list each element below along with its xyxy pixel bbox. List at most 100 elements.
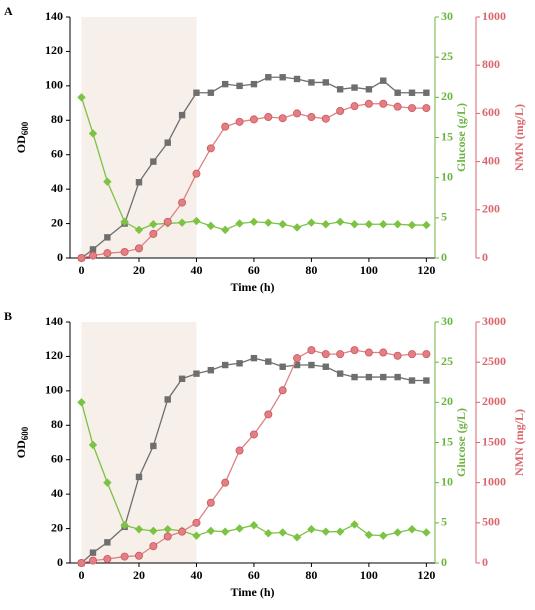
- marker: [423, 89, 430, 96]
- y-tick-label: 20: [51, 520, 63, 534]
- y3-tick-label: 200: [482, 202, 500, 216]
- marker: [322, 79, 329, 86]
- marker: [77, 253, 86, 262]
- marker: [88, 251, 97, 260]
- y-axis-label: OD600: [14, 426, 30, 458]
- marker: [221, 80, 229, 88]
- marker: [336, 350, 345, 359]
- marker: [164, 396, 171, 403]
- marker: [221, 361, 229, 369]
- marker: [393, 102, 402, 111]
- y3-tick-label: 1000: [482, 9, 506, 23]
- marker: [307, 113, 316, 122]
- marker: [192, 518, 201, 527]
- y3-tick-label: 600: [482, 105, 500, 119]
- marker: [380, 373, 387, 381]
- y-tick-label: 80: [51, 417, 63, 431]
- marker: [264, 529, 273, 538]
- marker: [321, 527, 330, 536]
- marker: [393, 528, 402, 537]
- marker: [88, 556, 97, 565]
- marker: [335, 217, 345, 227]
- marker: [264, 218, 273, 227]
- marker: [307, 346, 316, 355]
- y2-tick-label: 30: [441, 314, 453, 328]
- marker: [364, 220, 374, 229]
- marker: [408, 104, 417, 113]
- panel: A 0 20 40 60 80 100 120 0 20 40 60 80 100 120 140 0 5 10 15…: [4, 4, 526, 294]
- marker: [250, 80, 258, 88]
- y-axis-label-sub: 600: [20, 426, 30, 440]
- panel-label: B: [4, 309, 12, 323]
- marker: [236, 360, 243, 367]
- y3-axis-label: NMN (mg/L): [512, 409, 526, 476]
- marker: [250, 354, 258, 362]
- y-tick-label: 140: [45, 314, 63, 328]
- y-tick-label: 80: [51, 112, 63, 126]
- y3-tick-label: 1000: [482, 474, 506, 488]
- y2-axis-label: Glucose (g/L): [454, 408, 468, 477]
- marker: [307, 525, 316, 534]
- y-tick-label: 60: [51, 451, 63, 465]
- marker: [422, 220, 431, 230]
- y2-axis-label: Glucose (g/L): [454, 103, 468, 172]
- marker: [178, 198, 187, 207]
- marker: [350, 520, 359, 529]
- marker: [264, 113, 273, 122]
- marker: [336, 86, 344, 93]
- marker: [103, 249, 112, 258]
- marker: [89, 549, 97, 556]
- marker: [149, 220, 158, 229]
- marker: [163, 525, 172, 534]
- y3-axis-label: NMN (mg/L): [512, 104, 526, 171]
- marker: [249, 430, 258, 439]
- y-axis-label-sub: 600: [20, 121, 30, 135]
- marker: [278, 528, 287, 537]
- y3-tick-label: 3000: [482, 314, 506, 328]
- y3-tick-label: 1500: [482, 434, 506, 448]
- marker: [207, 367, 215, 374]
- marker: [120, 552, 129, 561]
- marker: [77, 559, 86, 568]
- marker: [178, 375, 186, 383]
- marker: [206, 221, 216, 231]
- y2-tick-label: 25: [441, 49, 453, 63]
- marker: [221, 122, 230, 131]
- marker: [394, 89, 401, 96]
- marker: [379, 348, 388, 357]
- marker: [279, 74, 286, 81]
- marker: [278, 386, 287, 395]
- marker: [192, 169, 201, 178]
- marker: [103, 554, 112, 563]
- marker: [192, 216, 201, 226]
- marker: [235, 219, 244, 228]
- marker: [408, 350, 417, 359]
- marker: [193, 370, 200, 377]
- marker: [293, 354, 302, 363]
- marker: [350, 220, 359, 229]
- y-tick-label: 140: [45, 9, 63, 23]
- y3-tick-label: 0: [482, 555, 488, 569]
- marker: [265, 74, 272, 81]
- shaded-region: [81, 17, 197, 258]
- marker: [104, 234, 111, 241]
- marker: [407, 525, 417, 534]
- marker: [278, 220, 287, 229]
- marker: [134, 225, 144, 235]
- marker: [308, 361, 315, 369]
- marker: [134, 244, 143, 253]
- marker: [379, 531, 388, 540]
- marker: [321, 220, 330, 229]
- x-tick-label: 100: [360, 568, 378, 582]
- marker: [120, 217, 129, 227]
- marker: [322, 363, 329, 370]
- marker: [235, 446, 244, 455]
- marker: [220, 527, 230, 536]
- marker: [221, 478, 230, 487]
- marker: [279, 363, 286, 370]
- y3-tick-label: 0: [482, 250, 488, 264]
- marker: [364, 99, 373, 108]
- y2-tick-label: 10: [441, 169, 453, 183]
- marker: [292, 533, 302, 542]
